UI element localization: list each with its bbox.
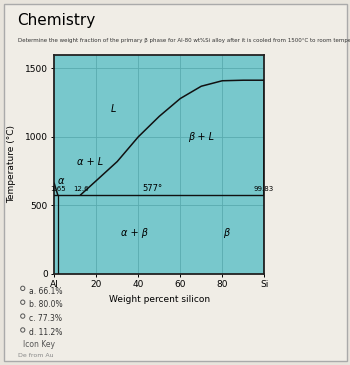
Text: b. 80.0%: b. 80.0% (29, 300, 62, 310)
Text: Determine the weight fraction of the primary β phase for Al-80 wt%Si alloy after: Determine the weight fraction of the pri… (18, 38, 350, 43)
Text: 577°: 577° (142, 184, 162, 193)
Text: 1.65: 1.65 (50, 186, 65, 192)
Text: β + L: β + L (188, 132, 214, 142)
Text: Chemistry: Chemistry (18, 13, 96, 28)
X-axis label: Weight percent silicon: Weight percent silicon (109, 295, 210, 304)
Text: α: α (57, 176, 64, 186)
Y-axis label: Temperature (°C): Temperature (°C) (7, 125, 16, 203)
FancyBboxPatch shape (4, 4, 346, 361)
Text: 12.6: 12.6 (73, 186, 89, 192)
Text: 99.83: 99.83 (254, 186, 274, 192)
Text: α + β: α + β (120, 228, 148, 238)
Text: L: L (110, 104, 116, 115)
Text: c. 77.3%: c. 77.3% (29, 314, 62, 323)
Text: De from Au: De from Au (18, 353, 53, 358)
Text: β: β (223, 228, 230, 238)
Text: d. 11.2%: d. 11.2% (29, 328, 62, 337)
Text: a. 66.1%: a. 66.1% (29, 287, 62, 296)
Text: Icon Key: Icon Key (23, 340, 55, 349)
Text: α + L: α + L (77, 157, 103, 166)
